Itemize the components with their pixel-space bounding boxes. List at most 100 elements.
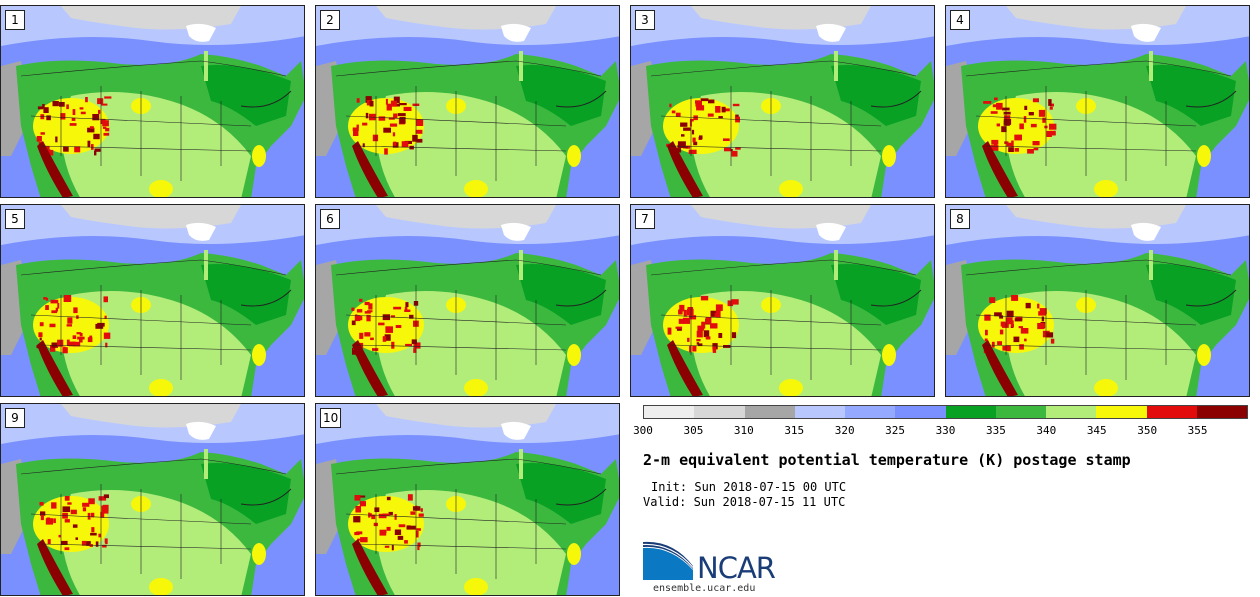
hot-speckle xyxy=(79,333,83,337)
hot-speckle xyxy=(351,307,355,311)
hot-speckle xyxy=(723,138,730,141)
hot-speckle xyxy=(354,315,361,322)
hot-speckle xyxy=(693,141,698,146)
hot-speckle xyxy=(731,299,739,305)
hot-speckle xyxy=(102,120,109,127)
stamp-panel-2[interactable]: 2 xyxy=(315,5,620,198)
hot-speckle xyxy=(71,117,76,121)
hot-speckle xyxy=(359,332,364,339)
hot-speckle xyxy=(692,346,697,352)
borders xyxy=(650,60,922,181)
lake-michigan xyxy=(204,250,208,280)
great-lakes xyxy=(186,421,216,440)
hot-speckle xyxy=(687,307,693,314)
stamp-panel-7[interactable]: 7 xyxy=(630,204,935,397)
hot-speckle xyxy=(38,332,43,338)
stamp-panel-9[interactable]: 9 xyxy=(0,403,305,596)
hot-speckle xyxy=(397,113,406,117)
stamp-panel-5[interactable]: 5 xyxy=(0,204,305,397)
hot-speckle xyxy=(1033,147,1039,151)
hot-speckle xyxy=(723,108,730,112)
site-url[interactable]: ensemble.ucar.edu xyxy=(653,583,756,594)
hot-speckle xyxy=(378,116,386,121)
hot-speckle xyxy=(1049,123,1057,130)
stamp-panel-10[interactable]: 10 xyxy=(315,403,620,596)
member-label: 10 xyxy=(320,408,342,428)
hot-speckle xyxy=(999,315,1004,319)
california-streak xyxy=(667,340,703,396)
hot-speckle xyxy=(357,538,363,541)
member-label: 4 xyxy=(950,10,970,30)
east-dark-green xyxy=(516,463,606,524)
hot-speckle xyxy=(70,509,77,515)
hot-speckle xyxy=(397,535,404,540)
borders xyxy=(335,458,607,579)
hot-speckle xyxy=(1010,320,1014,327)
california-streak xyxy=(352,539,388,595)
hot-speckle xyxy=(64,547,70,551)
hot-speckle xyxy=(82,507,87,512)
hot-speckle xyxy=(388,511,393,516)
great-lakes xyxy=(501,421,531,440)
gulf-yellow xyxy=(149,180,173,197)
hot-speckle xyxy=(72,524,78,528)
hot-speckle xyxy=(715,310,721,318)
stamp-panel-6[interactable]: 6 xyxy=(315,204,620,397)
stamp-panel-1[interactable]: 1 xyxy=(0,5,305,198)
hot-speckle xyxy=(104,538,108,544)
hot-speckle xyxy=(399,103,407,106)
hot-speckle xyxy=(696,330,703,338)
hot-speckle xyxy=(1024,105,1028,110)
hot-speckle xyxy=(1018,326,1023,329)
east-dark-green xyxy=(831,65,921,126)
hot-speckle xyxy=(703,330,710,338)
hot-speckle xyxy=(91,527,95,533)
hot-speckle xyxy=(39,337,42,341)
hot-speckle xyxy=(675,112,681,117)
hot-speckle xyxy=(404,307,408,312)
hot-speckle xyxy=(392,132,396,137)
stamp-panel-8[interactable]: 8 xyxy=(945,204,1250,397)
hot-speckle xyxy=(718,116,723,119)
hot-speckle xyxy=(1006,310,1014,318)
hot-speckle xyxy=(43,107,49,113)
hot-speckle xyxy=(364,311,371,314)
hot-speckle xyxy=(984,338,988,342)
arctic-gray xyxy=(691,205,871,229)
hot-speckle xyxy=(36,136,42,142)
borders xyxy=(965,259,1237,380)
member-label: 7 xyxy=(635,209,655,229)
hot-speckle xyxy=(1027,149,1034,154)
hot-speckle xyxy=(416,528,421,531)
hot-speckle xyxy=(405,343,413,347)
hot-speckle xyxy=(677,141,686,148)
stamp-panel-4[interactable]: 4 xyxy=(945,5,1250,198)
colorbar-ticks: 300 305 310 315 320 325 330 335 340 345 350 355 xyxy=(633,424,1248,440)
hot-speckle xyxy=(372,348,379,351)
hot-speckle xyxy=(404,540,408,544)
gulf-yellow xyxy=(779,379,803,396)
hot-speckle xyxy=(1042,117,1046,123)
hot-speckle xyxy=(94,148,101,152)
hot-speckle xyxy=(1050,130,1056,136)
colorbar-tick-label: 330 xyxy=(935,424,956,437)
borders xyxy=(20,60,292,181)
hot-speckle xyxy=(362,122,368,126)
gulf-yellow xyxy=(464,578,488,595)
hot-speckle xyxy=(47,539,51,544)
hot-speckle xyxy=(715,106,721,113)
hot-speckle xyxy=(1014,134,1022,141)
hot-speckle xyxy=(382,336,387,342)
hot-speckle xyxy=(717,307,722,312)
hot-speckle xyxy=(394,514,397,520)
florida-yellow xyxy=(252,543,266,565)
hot-speckle xyxy=(710,310,717,317)
hot-speckle xyxy=(359,298,363,302)
stamp-panel-3[interactable]: 3 xyxy=(630,5,935,198)
arctic-gray xyxy=(1006,205,1186,229)
theta-e-map xyxy=(631,205,934,396)
hot-speckle xyxy=(678,318,684,324)
hot-speckle xyxy=(384,148,388,155)
hot-speckle xyxy=(104,96,112,99)
hot-speckle xyxy=(683,127,691,131)
